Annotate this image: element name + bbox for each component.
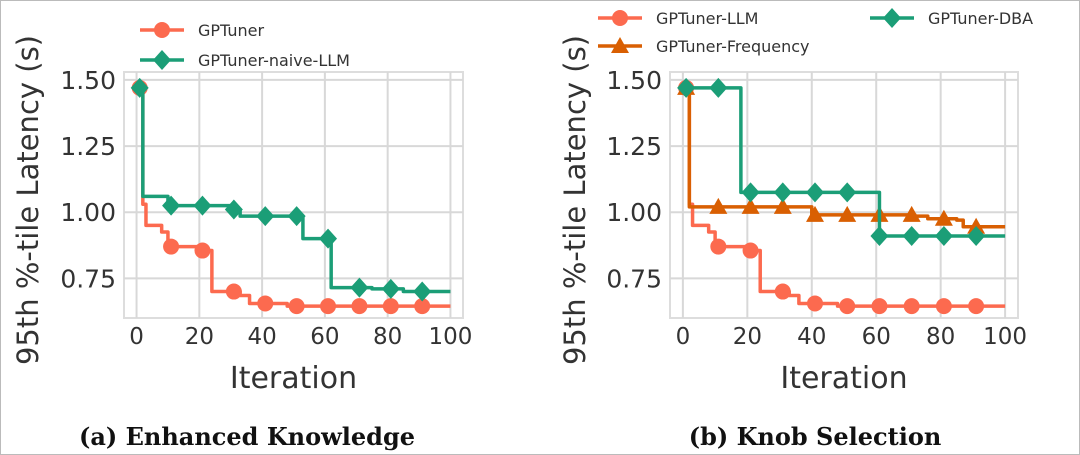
x-tick-label: 20 bbox=[185, 324, 214, 350]
data-point-marker bbox=[902, 226, 921, 246]
caption-a: (a) Enhanced Knowledge bbox=[79, 422, 415, 451]
data-point-marker bbox=[806, 182, 824, 203]
x-tick-label: 20 bbox=[733, 324, 762, 350]
data-point-marker bbox=[968, 298, 985, 315]
data-point-marker bbox=[350, 277, 369, 298]
legend-label: GPTuner-DBA bbox=[928, 9, 1033, 28]
legend-label: GPTuner-Frequency bbox=[656, 37, 810, 56]
data-point-marker bbox=[162, 195, 181, 216]
y-tick-label: 0.75 bbox=[606, 264, 662, 293]
data-point-marker bbox=[742, 242, 759, 259]
data-point-marker bbox=[838, 205, 857, 222]
data-point-marker bbox=[225, 283, 242, 300]
legend-marker bbox=[883, 8, 901, 28]
y-axis-label: 95th %-tile Latency (s) bbox=[558, 35, 592, 365]
data-point-marker bbox=[839, 298, 856, 315]
data-point-marker bbox=[381, 278, 400, 299]
x-axis-label: Iteration bbox=[780, 361, 907, 396]
data-point-marker bbox=[351, 298, 368, 315]
data-point-marker bbox=[870, 226, 889, 246]
x-tick-label: 0 bbox=[676, 324, 691, 350]
legend-marker bbox=[154, 22, 170, 38]
data-point-marker bbox=[257, 295, 274, 312]
data-point-marker bbox=[288, 298, 305, 315]
chart-panel-0: 0 20 40 60 80 100 0.75 1.00 1.25 1.50 Iteration 95t… bbox=[11, 21, 472, 396]
x-tick-label: 0 bbox=[129, 324, 144, 350]
data-point-marker bbox=[319, 228, 338, 249]
data-point-marker bbox=[193, 195, 212, 216]
x-tick-label: 40 bbox=[247, 324, 276, 350]
series-line-GPTuner-Frequency bbox=[686, 86, 1006, 229]
data-point-marker bbox=[934, 209, 953, 226]
legend-label: GPTuner bbox=[198, 21, 265, 40]
legend-label: GPTuner-naive-LLM bbox=[198, 51, 350, 70]
data-point-marker bbox=[807, 295, 823, 312]
data-point-marker bbox=[709, 197, 728, 214]
data-point-marker bbox=[413, 281, 432, 302]
x-axis-label: Iteration bbox=[230, 361, 357, 396]
y-tick-label: 0.75 bbox=[60, 264, 116, 293]
data-point-marker bbox=[224, 199, 243, 220]
x-tick-label: 80 bbox=[373, 324, 402, 350]
data-point-marker bbox=[287, 206, 306, 227]
data-point-marker bbox=[709, 77, 728, 98]
chart-panel-1: 0 20 40 60 80 100 0.75 1.00 1.25 1.50 Iteration 95t… bbox=[558, 8, 1033, 396]
legend-marker bbox=[612, 10, 628, 26]
data-point-marker bbox=[130, 77, 149, 98]
legend-label: GPTuner-LLM bbox=[656, 9, 758, 28]
data-point-marker bbox=[934, 226, 953, 246]
caption-b: (b) Knob Selection bbox=[689, 422, 942, 451]
x-tick-label: 100 bbox=[983, 324, 1027, 350]
y-tick-label: 1.00 bbox=[606, 198, 662, 227]
data-point-marker bbox=[806, 205, 824, 222]
data-point-marker bbox=[194, 242, 211, 259]
data-point-marker bbox=[838, 182, 857, 203]
data-point-marker bbox=[256, 206, 275, 227]
y-tick-label: 1.50 bbox=[60, 66, 116, 95]
x-tick-label: 60 bbox=[862, 324, 891, 350]
y-axis-label: 95th %-tile Latency (s) bbox=[11, 35, 45, 365]
plot-area bbox=[123, 71, 464, 319]
x-tick-label: 80 bbox=[926, 324, 955, 350]
data-point-marker bbox=[871, 298, 888, 315]
data-point-marker bbox=[774, 283, 791, 300]
data-point-marker bbox=[967, 226, 986, 246]
data-point-marker bbox=[741, 182, 760, 203]
y-tick-label: 1.25 bbox=[606, 132, 662, 161]
data-point-marker bbox=[902, 205, 921, 222]
data-point-marker bbox=[935, 298, 952, 315]
data-point-marker bbox=[414, 298, 431, 315]
y-tick-label: 1.25 bbox=[60, 132, 116, 161]
x-tick-label: 100 bbox=[428, 324, 472, 350]
y-tick-label: 1.50 bbox=[606, 66, 662, 95]
data-point-marker bbox=[741, 197, 760, 214]
data-point-marker bbox=[163, 238, 180, 255]
x-tick-label: 40 bbox=[797, 324, 826, 350]
x-tick-label: 60 bbox=[310, 324, 339, 350]
legend-marker bbox=[153, 50, 171, 70]
y-tick-label: 1.00 bbox=[60, 198, 116, 227]
data-point-marker bbox=[382, 298, 399, 315]
data-point-marker bbox=[677, 77, 696, 98]
data-point-marker bbox=[773, 197, 792, 214]
legend-marker bbox=[611, 37, 629, 53]
data-point-marker bbox=[710, 238, 727, 255]
data-point-marker bbox=[320, 298, 337, 315]
data-point-marker bbox=[903, 298, 920, 315]
data-point-marker bbox=[967, 217, 986, 234]
data-point-marker bbox=[773, 182, 792, 203]
